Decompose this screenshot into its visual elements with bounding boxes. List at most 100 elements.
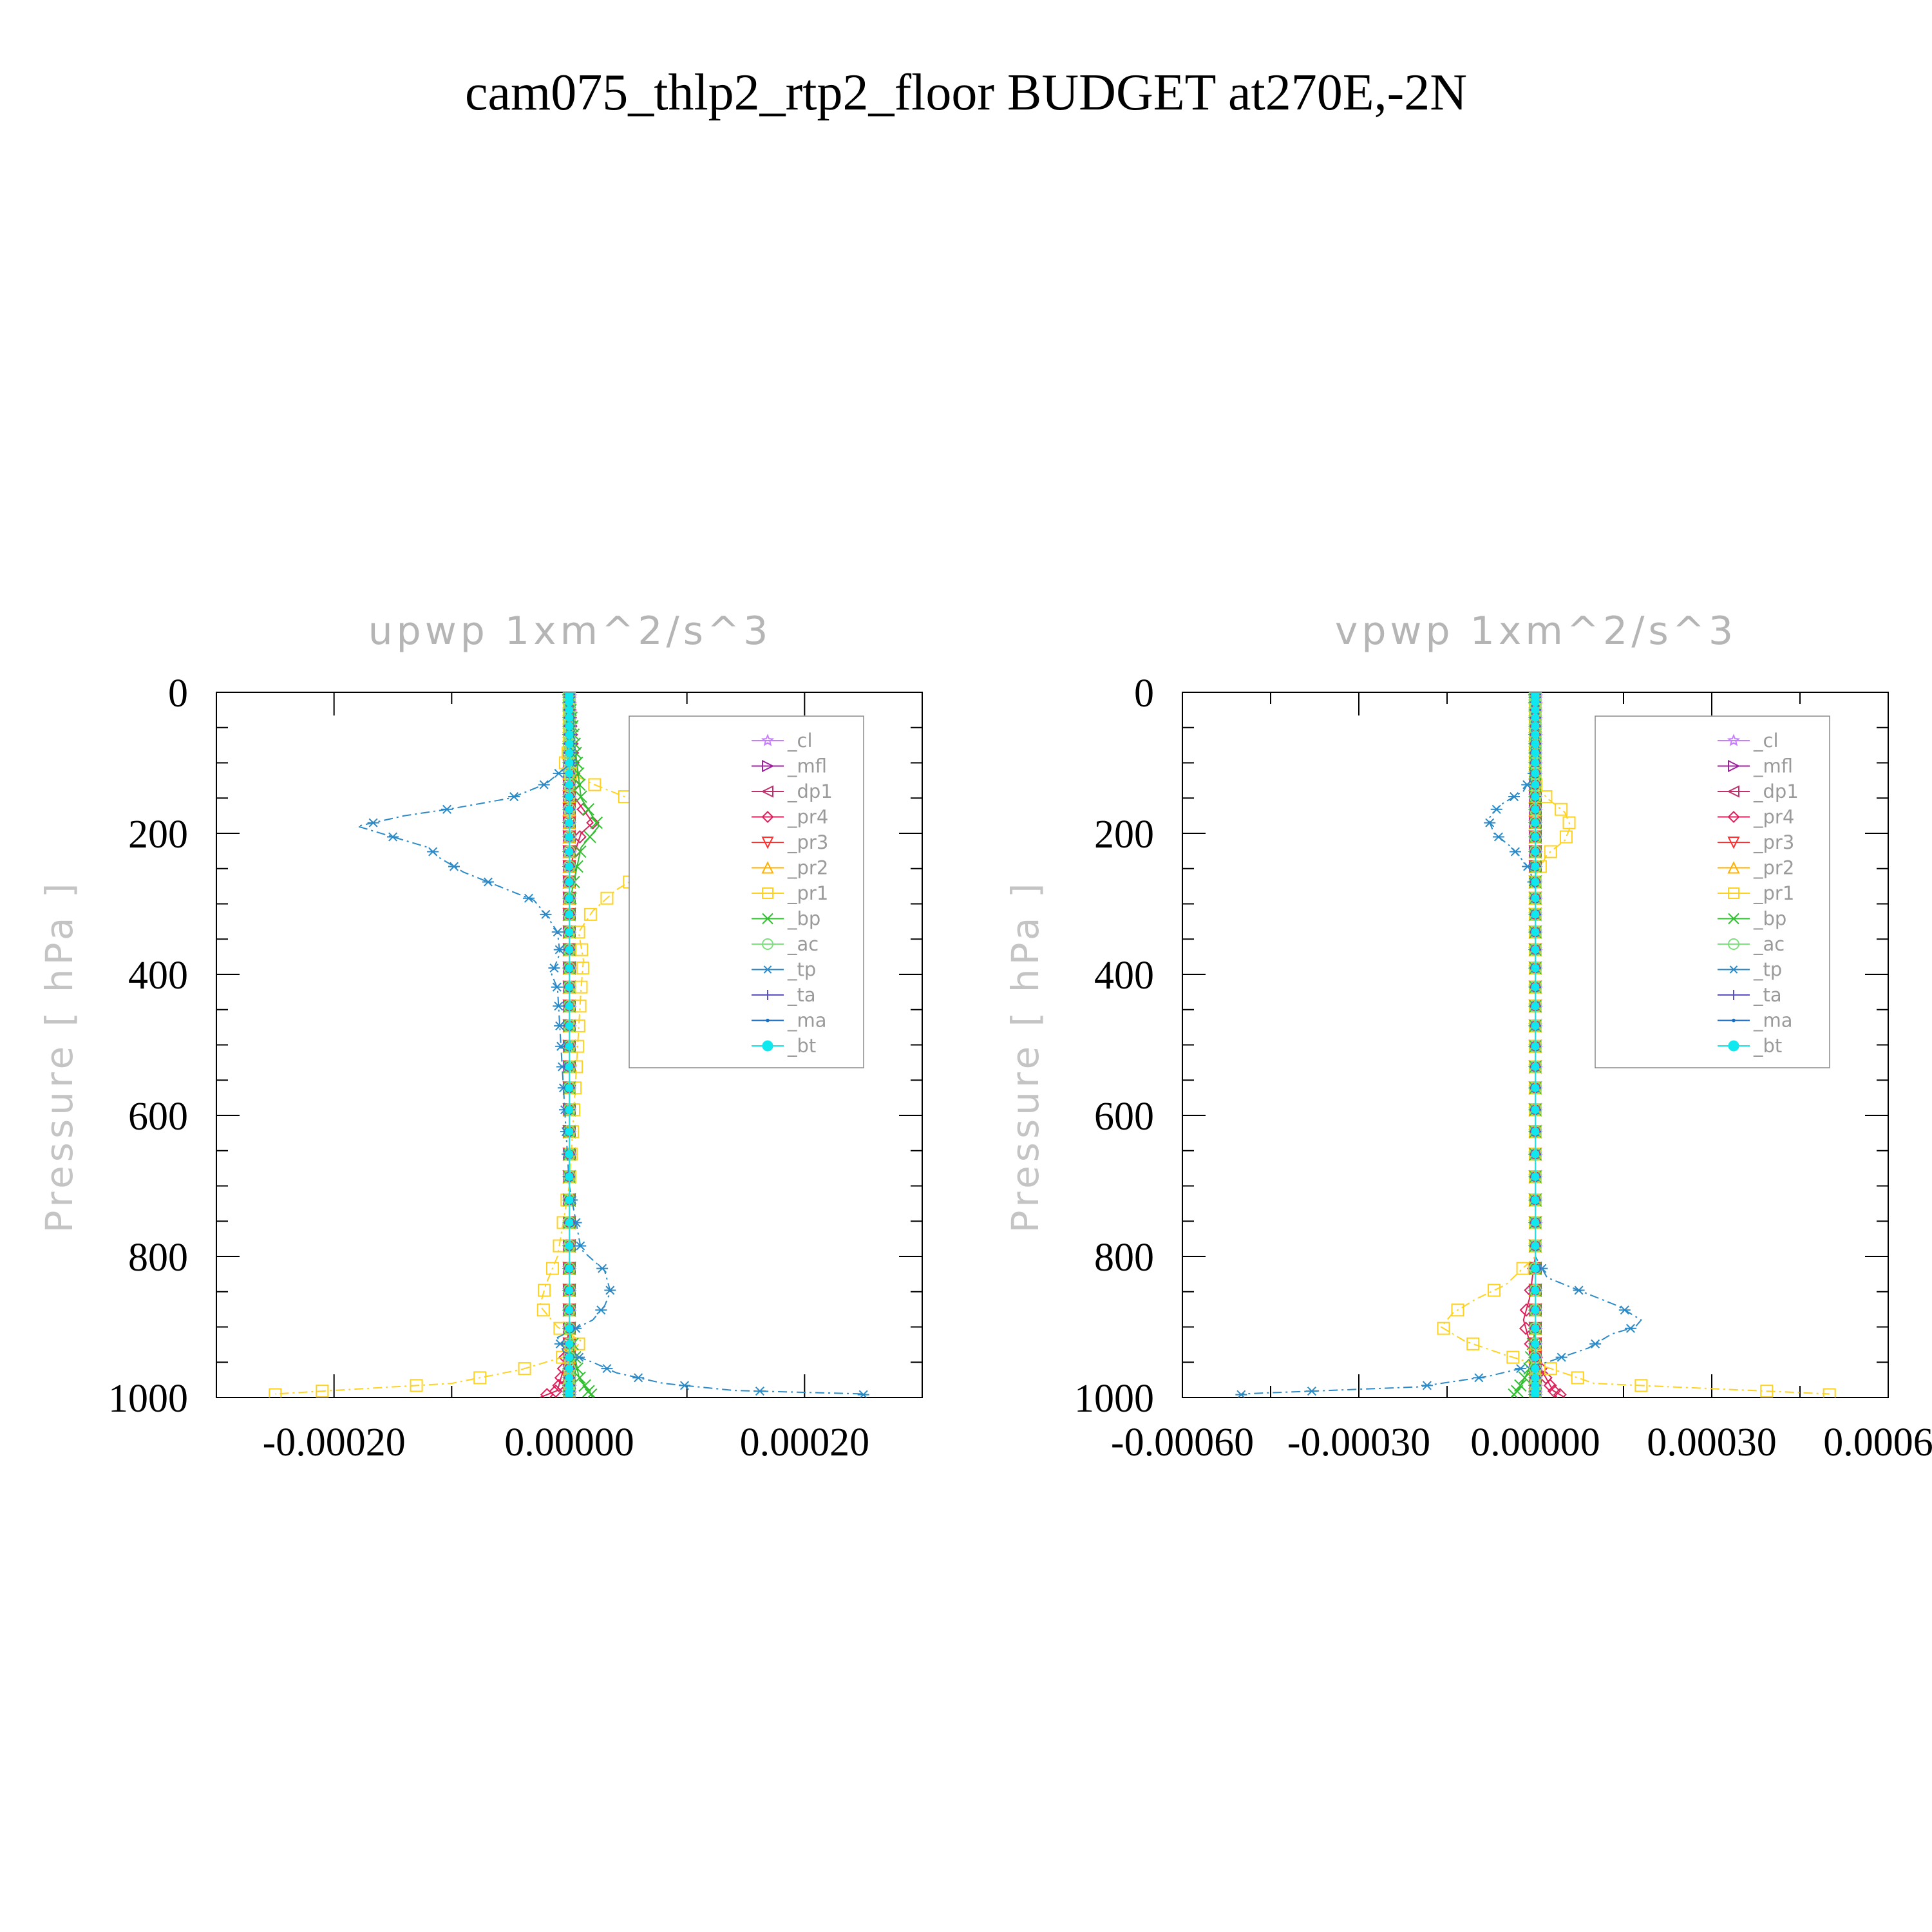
series-marker-bt xyxy=(565,1324,574,1333)
legend-item-cl: _cl xyxy=(752,730,813,752)
series-marker-bt xyxy=(1531,910,1540,919)
series-marker-bt xyxy=(565,739,574,748)
series-marker-bt xyxy=(1531,1172,1540,1181)
legend-label: _cl xyxy=(787,730,813,752)
series-marker-pr1 xyxy=(316,1385,329,1397)
series-marker-pr1 xyxy=(545,1262,559,1275)
legend-vpwp: _cl _mfl _dp1 _pr4 _pr3 _pr2 _pr1 _bp _ac _tp _ta _… xyxy=(1595,715,1830,1068)
series-marker-bt xyxy=(565,927,574,936)
series-marker-bt xyxy=(1531,847,1540,856)
series-marker-bt xyxy=(1531,1218,1540,1227)
legend-marker xyxy=(761,785,773,798)
legend-label: _ta xyxy=(1753,984,1782,1006)
legend-marker xyxy=(761,734,775,746)
x-tick-label: -0.00060 xyxy=(1111,1421,1254,1464)
x-tick-label: 0.00000 xyxy=(1470,1421,1600,1464)
legend-label: _mfl xyxy=(1753,755,1793,777)
legend-label: _bt xyxy=(1753,1035,1782,1057)
plot-area-upwp: 0 200 400 600 800 1000 -0.00020 0.00000 0.00020 xyxy=(108,672,923,1464)
series-marker-tp xyxy=(551,982,563,992)
series-marker-bt xyxy=(1531,894,1540,903)
series-marker-tp xyxy=(553,945,565,954)
legend-marker xyxy=(762,1040,773,1052)
series-marker-tp xyxy=(1305,1387,1318,1396)
series-marker-pr1 xyxy=(269,1388,282,1397)
legend-item-ma: _ma xyxy=(752,1010,827,1032)
series-marker-bt xyxy=(1531,705,1540,714)
series-marker-bt xyxy=(565,759,574,767)
series-marker-bt xyxy=(1531,1083,1540,1092)
panel-vpwp: vpwp 1xm^2/s^3 Pressure [ hPa ] 0 200 400 6… xyxy=(1003,609,1932,1464)
legend-marker xyxy=(762,759,775,773)
series-marker-pr1 xyxy=(1506,1350,1520,1364)
legend-item-pr2: _pr2 xyxy=(752,857,828,879)
series-marker-pr1 xyxy=(1760,1385,1774,1397)
series-marker-bt xyxy=(1531,739,1540,748)
series-marker-bt xyxy=(1531,1264,1540,1273)
series-marker-bt xyxy=(1531,769,1540,778)
y-tick-label: 600 xyxy=(1094,1095,1154,1139)
legend-marker xyxy=(1728,887,1739,899)
series-marker-bt xyxy=(1531,1021,1540,1030)
series-marker-pr1 xyxy=(1571,1371,1584,1385)
series-group-vpwp xyxy=(1235,692,1836,1397)
series-marker-bt xyxy=(1531,963,1540,972)
plot-area-vpwp: 0 200 400 600 800 1000-0.00060 -0.00030 0.00000… xyxy=(1074,672,1932,1464)
legend-label: _pr2 xyxy=(1753,857,1794,879)
legend-item-ac: _ac xyxy=(1718,933,1785,955)
series-marker-bp xyxy=(1514,1379,1527,1392)
legend-marker xyxy=(762,990,773,1000)
series-marker-bt xyxy=(1531,1286,1540,1295)
series-marker-bp xyxy=(1508,1388,1520,1397)
series-marker-tp xyxy=(596,1264,609,1273)
legend-item-bp: _bp xyxy=(752,908,820,930)
legend-marker xyxy=(1727,734,1741,746)
series-marker-bt xyxy=(565,722,574,731)
series-marker-pr1 xyxy=(518,1362,531,1376)
series-marker-tp xyxy=(632,1373,645,1383)
series-marker-tp xyxy=(553,1001,565,1011)
series-marker-pr4 xyxy=(1547,1384,1561,1397)
legend-item-tp: _tp xyxy=(1718,959,1782,981)
legend-label: _cl xyxy=(1753,730,1779,752)
legend-label: _pr3 xyxy=(787,831,828,853)
legend-marker xyxy=(1727,837,1740,849)
series-marker-tp xyxy=(1589,1339,1602,1349)
series-marker-tp xyxy=(553,768,565,778)
legend-label: _dp1 xyxy=(1753,781,1799,802)
series-marker-tp xyxy=(1473,1373,1485,1383)
series-marker-bt xyxy=(565,1021,574,1030)
legend-item-bt: _bt xyxy=(752,1035,816,1057)
series-marker-bp xyxy=(582,803,594,816)
series-marker-bt xyxy=(565,1353,574,1362)
series-marker-bt xyxy=(565,894,574,903)
legend-box-upwp xyxy=(629,715,864,1068)
series-marker-pr4 xyxy=(573,830,587,844)
series-marker-bt xyxy=(565,1062,574,1071)
series-marker-bt xyxy=(565,1242,574,1251)
series-marker-bt xyxy=(565,945,574,954)
series-marker-bt xyxy=(1531,878,1540,887)
series-marker-pr1 xyxy=(1544,845,1557,858)
series-marker-bt xyxy=(565,1340,574,1349)
y-tick-label: 400 xyxy=(128,954,188,998)
legend-item-ta: _ta xyxy=(752,984,816,1006)
series-marker-tp xyxy=(508,792,520,802)
series-marker-pr1 xyxy=(1555,802,1568,816)
legend-item-pr1: _pr1 xyxy=(752,882,828,904)
series-marker-bt xyxy=(565,1042,574,1051)
series-marker-tp xyxy=(441,804,453,814)
series-marker-bt xyxy=(565,1390,574,1397)
legend-item-dp1: _dp1 xyxy=(752,781,833,802)
series-marker-bp xyxy=(574,790,587,803)
y-tick-label: 800 xyxy=(1094,1236,1154,1280)
x-tick-label: -0.00020 xyxy=(263,1421,406,1464)
series-marker-bt xyxy=(565,1373,574,1382)
x-tick-label: -0.00030 xyxy=(1287,1421,1430,1464)
series-marker-pr1 xyxy=(1559,830,1573,844)
legend-item-pr2: _pr2 xyxy=(1718,857,1794,879)
y-tick-label: 0 xyxy=(168,672,188,715)
legend-label: _mfl xyxy=(787,755,827,777)
legend-item-pr3: _pr3 xyxy=(752,831,828,853)
series-marker-bt xyxy=(565,1127,574,1136)
